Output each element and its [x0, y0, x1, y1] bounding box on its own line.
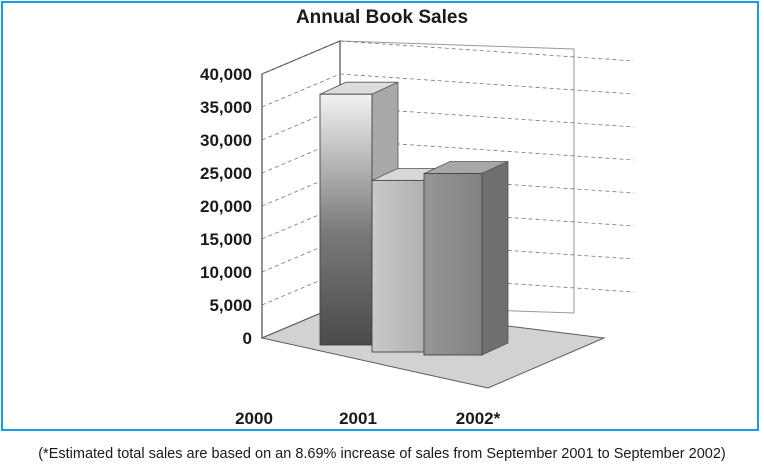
gridline-back	[339, 73, 635, 95]
y-axis-ticks: 0 5,000 10,000 15,000 20,000 25,000 30,000 35,0…	[200, 65, 252, 348]
y-tick-label: 25,000	[200, 164, 252, 183]
chart-title: Annual Book Sales	[295, 7, 469, 28]
y-tick-label: 30,000	[200, 131, 252, 150]
y-tick-label: 20,000	[200, 197, 252, 216]
bars	[319, 81, 509, 356]
y-tick-label: 40,000	[200, 65, 252, 84]
footnote: (*Estimated total sales are based on an …	[38, 446, 726, 462]
y-tick-label: 35,000	[200, 98, 252, 117]
gridline-left	[261, 73, 341, 108]
y-tick-label: 5,000	[209, 296, 252, 315]
gridline-back	[339, 40, 635, 62]
x-category-label: 2002*	[456, 409, 501, 428]
y-tick-label: 10,000	[200, 263, 252, 282]
x-category-label: 2001	[339, 409, 377, 428]
y-tick-label: 0	[243, 329, 252, 348]
bar-front	[423, 173, 483, 356]
bar-2002*	[423, 160, 509, 356]
bar-front	[319, 93, 373, 346]
x-category-label: 2000	[235, 409, 273, 428]
gridline-left	[261, 40, 341, 75]
bar-side	[481, 160, 509, 356]
y-tick-label: 15,000	[200, 230, 252, 249]
x-axis-labels: 2000 2001 2002*	[235, 409, 501, 428]
bar-front	[371, 179, 425, 353]
